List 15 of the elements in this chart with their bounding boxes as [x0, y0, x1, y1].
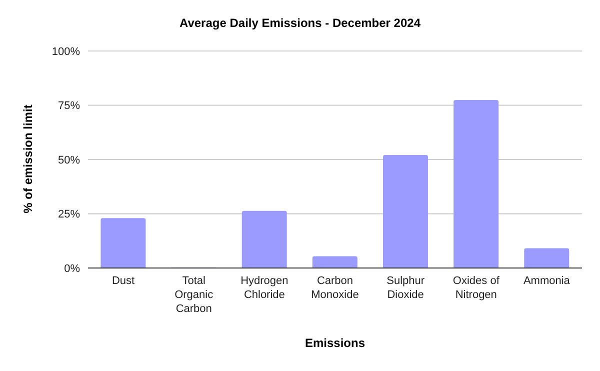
- x-axis-title: Emissions: [304, 336, 366, 350]
- x-tick-label: Oxides of Nitrogen: [452, 275, 500, 301]
- x-tick-label: Hydrogen Chloride: [240, 275, 288, 301]
- x-tick-label: Total Organic Carbon: [174, 275, 214, 315]
- chart-title: Average Daily Emissions - December 2024: [178, 16, 422, 30]
- y-axis-title: % of emission limit: [21, 104, 35, 214]
- x-tick-label: Sulphur Dioxide: [386, 275, 425, 301]
- x-tick-label: Carbon Monoxide: [311, 275, 359, 301]
- y-tick-label: 0%: [64, 262, 80, 275]
- y-tick-label: 25%: [58, 208, 80, 221]
- y-tick-label: 50%: [58, 154, 80, 166]
- x-tick-label: Dust: [112, 275, 135, 287]
- x-tick-label: Ammonia: [523, 275, 571, 287]
- y-tick-label: 75%: [58, 100, 80, 112]
- y-tick-label: 100%: [52, 46, 80, 58]
